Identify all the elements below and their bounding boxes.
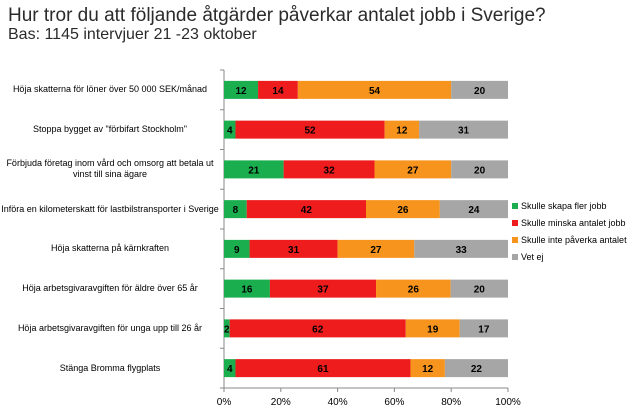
x-tick-label: 60% — [384, 397, 404, 408]
data-label: 31 — [458, 126, 470, 137]
bar-segment — [224, 200, 247, 219]
data-label: 26 — [397, 205, 409, 216]
category-label: Höja arbetsgivaravgiften för äldre över … — [22, 283, 198, 294]
data-label: 19 — [427, 324, 439, 335]
data-label: 4 — [227, 126, 233, 137]
legend-label: Skulle inte påverka antalet — [521, 234, 627, 245]
data-label: 26 — [408, 285, 420, 296]
data-label: 33 — [456, 245, 468, 256]
bar-segment — [376, 279, 451, 298]
category-label: Förbjuda företag inom vård och omsorg at… — [6, 158, 214, 180]
bar-segment — [224, 279, 270, 298]
bar-segment — [405, 319, 460, 338]
category-label: Stoppa bygget av "förbifart Stockholm" — [33, 124, 187, 135]
chart-subtitle: Bas: 1145 intervjuer 21 -23 oktober — [8, 26, 257, 43]
data-label: 21 — [248, 165, 260, 176]
bar-segment — [419, 120, 508, 139]
legend: Skulle skapa fler jobb Skulle minska anta… — [512, 197, 627, 265]
bar-segment — [366, 200, 440, 219]
bar-segment — [224, 239, 250, 258]
legend-item: Skulle minska antalet jobb — [512, 214, 627, 231]
data-label: 16 — [241, 285, 253, 296]
category-label: Höja skatterna för löner över 50 000 SEK… — [12, 84, 208, 95]
bar-segment — [235, 120, 385, 139]
bar-segment — [414, 239, 508, 258]
category-label: Införa en kilometerskatt för lastbilstra… — [1, 203, 219, 214]
chart-title: Hur tror du att följande åtgärder påverk… — [8, 5, 546, 26]
data-label: 9 — [234, 245, 240, 256]
bar-segment — [450, 279, 508, 298]
legend-item: Vet ej — [512, 248, 627, 265]
bar-segment — [224, 160, 284, 179]
x-tick-label: 40% — [328, 397, 348, 408]
data-label: 22 — [471, 364, 483, 375]
legend-label: Vet ej — [521, 251, 544, 262]
data-label: 12 — [235, 86, 247, 97]
bar-segment — [235, 359, 411, 378]
data-label: 17 — [478, 324, 490, 335]
data-label: 27 — [370, 245, 382, 256]
data-label: 32 — [324, 165, 336, 176]
data-label: 12 — [422, 364, 434, 375]
data-label: 20 — [474, 86, 486, 97]
legend-swatch — [512, 236, 518, 243]
x-tick-label: 20% — [271, 397, 291, 408]
bar-segment — [224, 359, 236, 378]
bar-segment — [224, 319, 230, 338]
data-label: 8 — [233, 205, 239, 216]
data-label: 52 — [304, 126, 316, 137]
data-label: 54 — [369, 86, 381, 97]
data-label: 62 — [312, 324, 324, 335]
data-label: 24 — [468, 205, 480, 216]
data-label: 14 — [272, 86, 284, 97]
bar-segment — [258, 80, 298, 99]
bar-segment — [337, 239, 415, 258]
bar-segment — [269, 279, 377, 298]
data-label: 61 — [317, 364, 329, 375]
legend-swatch — [512, 253, 518, 260]
bar-segment — [451, 80, 508, 99]
bar-segment — [246, 200, 366, 219]
category-label: Höja arbetsgivaravgiften för unga upp ti… — [17, 322, 203, 333]
data-label: 42 — [301, 205, 313, 216]
bar-segment — [439, 200, 508, 219]
bar-segment — [384, 120, 420, 139]
category-label: Stänga Bromma flygplats — [59, 362, 161, 373]
x-tick-label: 80% — [441, 397, 461, 408]
bar-segment — [410, 359, 445, 378]
legend-swatch — [512, 219, 518, 226]
data-label: 4 — [227, 364, 233, 375]
bar-segment — [249, 239, 338, 258]
data-label: 20 — [474, 165, 486, 176]
data-label: 27 — [407, 165, 419, 176]
legend-swatch — [512, 202, 518, 209]
x-tick-label: 100% — [495, 397, 521, 408]
x-tick-label: 0% — [217, 397, 232, 408]
legend-label: Skulle minska antalet jobb — [521, 217, 626, 228]
legend-item: Skulle skapa fler jobb — [512, 197, 627, 214]
data-label: 12 — [396, 126, 408, 137]
legend-label: Skulle skapa fler jobb — [521, 200, 607, 211]
bar-segment — [374, 160, 452, 179]
category-label: Höja skatterna på kärnkraften — [50, 243, 170, 254]
bar-segment — [283, 160, 375, 179]
bar-segment — [451, 160, 508, 179]
data-label: 20 — [474, 285, 486, 296]
bar-segment — [224, 120, 236, 139]
bar-segment — [297, 80, 452, 99]
data-label: 37 — [317, 285, 329, 296]
bar-segment — [224, 80, 259, 99]
bar-segment — [229, 319, 406, 338]
legend-item: Skulle inte påverka antalet — [512, 231, 627, 248]
bar-segment — [444, 359, 508, 378]
bar-segment — [459, 319, 508, 338]
data-label: 2 — [224, 324, 230, 335]
data-label: 31 — [288, 245, 300, 256]
